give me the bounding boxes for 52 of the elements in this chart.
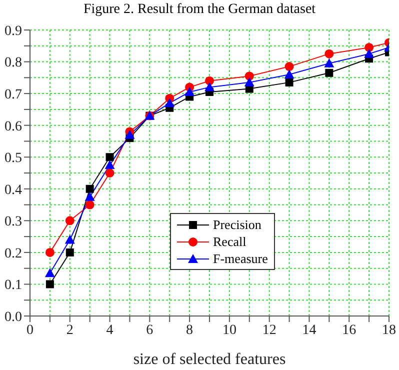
x-tick-label: 14 <box>302 322 316 338</box>
y-tick-label: 0.0 <box>4 310 22 325</box>
y-tick-label: 0.1 <box>4 278 22 294</box>
y-tick-label: 0.8 <box>4 56 22 71</box>
point <box>85 200 94 210</box>
point <box>205 76 214 86</box>
legend-label: F-measure <box>213 250 268 266</box>
x-tick-label: 2 <box>66 322 74 338</box>
point <box>244 77 254 86</box>
point <box>45 248 54 257</box>
point <box>84 192 95 201</box>
y-tick-label: 0.5 <box>4 151 22 166</box>
point <box>46 280 54 288</box>
chart-title: Figure 2. Result from the German dataset <box>82 1 317 19</box>
x-tick-label: 16 <box>342 322 356 338</box>
point <box>284 69 294 78</box>
x-tick-label: 10 <box>222 322 236 338</box>
point <box>106 153 114 162</box>
point <box>44 268 55 278</box>
point <box>364 48 374 58</box>
point <box>66 248 74 256</box>
y-tick-label: 0.7 <box>4 88 22 103</box>
point <box>244 72 254 81</box>
point <box>284 62 294 72</box>
point <box>364 42 374 52</box>
x-tick-label: 18 <box>382 322 396 338</box>
y-tick-label: 0.2 <box>4 246 22 262</box>
point <box>325 68 334 77</box>
point <box>124 130 135 139</box>
x-tick-label: 6 <box>146 322 154 338</box>
x-axis-title: size of selected features <box>133 351 286 368</box>
x-tick-label: 12 <box>262 322 276 338</box>
x-tick-label: 4 <box>106 322 114 338</box>
legend-label: Precision <box>213 216 262 232</box>
point <box>86 184 94 193</box>
y-tick-label: 0.6 <box>4 119 22 134</box>
x-tick-label: 0 <box>26 322 34 338</box>
point <box>285 78 294 86</box>
y-tick-label: 0.4 <box>4 182 22 198</box>
point <box>64 234 75 244</box>
point <box>184 86 195 96</box>
point <box>324 58 334 68</box>
point <box>204 82 214 92</box>
point <box>105 168 114 178</box>
y-tick-label: 0.3 <box>4 214 22 230</box>
point <box>104 160 115 170</box>
y-tick-label: 0.9 <box>4 24 22 39</box>
x-tick-label: 8 <box>186 322 194 338</box>
point <box>65 216 74 226</box>
point <box>164 98 175 108</box>
legend-label: Recall <box>213 234 246 250</box>
point <box>324 49 334 58</box>
